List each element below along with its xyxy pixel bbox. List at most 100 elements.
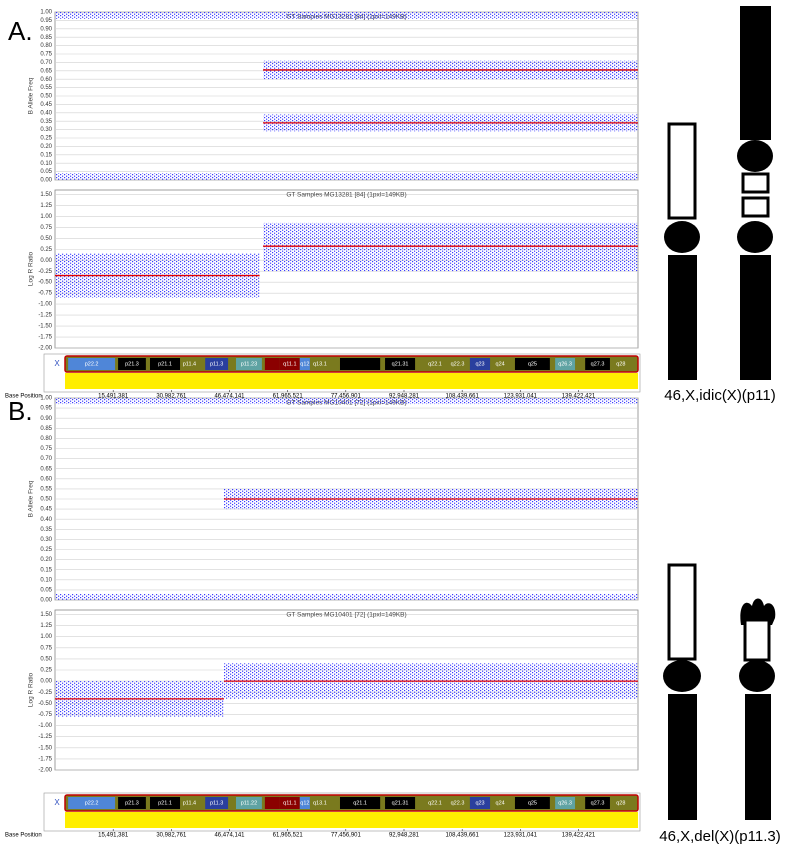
x-tick-label: 15,491,381 (98, 394, 129, 400)
ideogram-band (385, 358, 416, 370)
y-tick-label: -1.75 (38, 335, 52, 341)
band-label: p22.2 (85, 361, 99, 367)
y-tick-label: -0.25 (38, 269, 52, 275)
chromosome-normal (664, 122, 700, 380)
y-tick-label: -0.75 (38, 291, 52, 297)
y-tick-label: 0.40 (40, 110, 52, 116)
y-tick-label: 0.55 (40, 486, 52, 492)
panel-label: A. (8, 16, 33, 46)
ideogram-band (514, 358, 550, 370)
ideogram-band (118, 358, 146, 370)
x-tick-label: 139,422,421 (562, 394, 596, 400)
y-tick-label: 0.30 (40, 537, 52, 543)
y-tick-label: 0.75 (40, 645, 52, 651)
y-tick-label: 0.75 (40, 52, 52, 58)
y-tick-label: 0.50 (40, 656, 52, 662)
y-tick-label: 1.25 (40, 623, 52, 629)
ideogram-band (264, 797, 280, 809)
band-label: q25 (528, 800, 537, 806)
chromosome-normal (663, 563, 701, 820)
ideogram-band (181, 358, 197, 370)
y-tick-label: 1.00 (40, 634, 52, 640)
band-label: q26.3 (558, 361, 572, 367)
x-tick-label: 46,474,141 (214, 833, 245, 839)
y-tick-label: 0.95 (40, 18, 52, 24)
band-label: p21.1 (158, 361, 172, 367)
y-tick-label: 0.70 (40, 456, 52, 462)
ideogram-band (205, 358, 229, 370)
ideogram-band (339, 797, 381, 809)
band-label: q26.3 (558, 800, 572, 806)
y-tick-label: 0.20 (40, 144, 52, 150)
ideogram-band (339, 358, 381, 370)
y-tick-label: 0.60 (40, 476, 52, 482)
y-axis-label: Log R Ratio (28, 672, 35, 707)
y-tick-label: 0.45 (40, 507, 52, 513)
band-label: q12 (300, 800, 309, 806)
ideogram-band (181, 797, 197, 809)
y-tick-label: 0.30 (40, 127, 52, 133)
y-tick-label: 0.00 (40, 178, 52, 184)
y-tick-label: 0.45 (40, 102, 52, 108)
band-label: q28 (616, 361, 625, 367)
y-tick-label: 0.35 (40, 527, 52, 533)
band-label: p21.3 (125, 800, 139, 806)
y-tick-label: 0.60 (40, 77, 52, 83)
x-tick-label: 30,982,761 (156, 394, 187, 400)
band-label: q11.1 (283, 800, 296, 806)
band-label: q22.3 (451, 800, 465, 806)
y-tick-label: 0.00 (40, 679, 52, 685)
band-label: q24 (496, 800, 505, 806)
y-tick-label: -0.50 (38, 701, 52, 707)
y-tick-label: -0.75 (38, 712, 52, 718)
ideogram-band (68, 358, 116, 370)
x-tick-label: 15,491,381 (98, 833, 129, 839)
y-tick-label: 0.25 (40, 136, 52, 142)
band-label: q13.1 (313, 800, 327, 806)
ideogram-band (585, 358, 610, 370)
band-label: q28 (616, 800, 625, 806)
x-tick-label: 123,931,041 (504, 833, 538, 839)
ideogram-band (264, 358, 280, 370)
ideogram-band (205, 797, 229, 809)
y-tick-label: 1.50 (40, 192, 52, 198)
y-tick-label: -1.25 (38, 313, 52, 319)
chromosome-label: X (54, 359, 60, 368)
y-tick-label: 0.25 (40, 668, 52, 674)
x-axis-label: Base Position (5, 833, 42, 839)
y-tick-label: 0.20 (40, 557, 52, 563)
chromosome-del (739, 598, 776, 820)
karyotype-label: 46,X,idic(X)(p11) (664, 387, 775, 404)
y-tick-label: 0.90 (40, 26, 52, 32)
y-tick-label: -2.00 (38, 768, 52, 774)
y-tick-label: 0.00 (40, 258, 52, 264)
karyotype-label: 46,X,del(X)(p11.3) (659, 828, 780, 845)
band-label: q22.1 (428, 800, 442, 806)
ideogram-band (68, 797, 116, 809)
data-cloud (55, 593, 638, 600)
band-label: p11.3 (210, 800, 223, 806)
band-label: q23 (475, 800, 484, 806)
band-label: p21.3 (125, 361, 139, 367)
y-tick-label: 0.15 (40, 152, 52, 158)
y-tick-label: 0.15 (40, 567, 52, 573)
ideogram-band (611, 797, 630, 809)
ideogram-strip (65, 812, 638, 828)
y-tick-label: 0.05 (40, 169, 52, 175)
ideogram-band (118, 797, 146, 809)
y-tick-label: 1.00 (40, 214, 52, 220)
ideogram-band (299, 797, 310, 809)
y-tick-label: 0.70 (40, 60, 52, 66)
y-tick-label: -1.50 (38, 745, 52, 751)
y-tick-label: 0.75 (40, 446, 52, 452)
y-tick-label: 0.80 (40, 43, 52, 49)
band-label: q27.3 (591, 800, 605, 806)
y-axis-label: B Allele Freq (28, 480, 35, 517)
band-label: q25 (528, 361, 537, 367)
x-tick-label: 92,948,281 (389, 394, 420, 400)
ideogram-band (490, 797, 511, 809)
y-tick-label: -1.25 (38, 734, 52, 740)
y-tick-label: 1.25 (40, 203, 52, 209)
y-tick-label: -1.50 (38, 324, 52, 330)
